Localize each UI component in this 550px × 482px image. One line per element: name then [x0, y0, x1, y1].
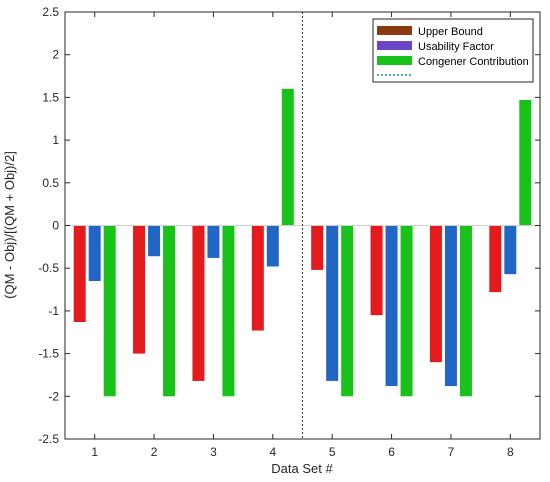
bar-usability-factor-8: [504, 225, 517, 275]
bar-congener-contribution-6: [400, 225, 413, 397]
bar-usability-factor-7: [444, 225, 457, 387]
bars-layer: [73, 88, 532, 397]
x-tick-label: 1: [91, 445, 98, 459]
x-tick-label: 5: [329, 445, 336, 459]
y-tick-label: -1.5: [38, 347, 59, 361]
bar-upper-bound-3: [192, 225, 205, 381]
bar-usability-factor-4: [266, 225, 279, 267]
legend-label: Usability Factor: [418, 41, 494, 53]
x-axis-title: Data Set #: [271, 461, 333, 476]
bar-usability-factor-1: [88, 225, 101, 282]
y-tick-label: -2: [48, 389, 59, 403]
bar-upper-bound-7: [429, 225, 442, 363]
x-tick-label: 8: [507, 445, 514, 459]
x-tick-label: 7: [448, 445, 455, 459]
bar-congener-contribution-4: [281, 88, 294, 226]
x-tick-label: 6: [388, 445, 395, 459]
bar-upper-bound-8: [489, 225, 502, 293]
y-tick-label: 2.5: [42, 5, 59, 19]
y-tick-label: 0.5: [42, 176, 59, 190]
bar-congener-contribution-2: [163, 225, 176, 397]
bar-congener-contribution-1: [103, 225, 116, 397]
bar-upper-bound-1: [73, 225, 86, 323]
bar-upper-bound-6: [370, 225, 383, 316]
legend-swatch: [377, 56, 412, 65]
x-axis: 1 2 3 4 5 6 7 8: [91, 12, 514, 459]
y-axis: -2.5 -2 -1.5 -1 -0.5 0 0.5 1 1.5 2 2.5: [38, 5, 540, 446]
bar-usability-factor-3: [207, 225, 220, 258]
y-axis-title: (QM - Obj)/[(QM + Obj)/2]: [2, 151, 17, 299]
bar-congener-contribution-7: [459, 225, 472, 397]
y-tick-label: 1.5: [42, 90, 59, 104]
y-tick-label: 0: [52, 219, 59, 233]
x-tick-label: 3: [210, 445, 217, 459]
bar-upper-bound-2: [133, 225, 146, 354]
bar-usability-factor-6: [385, 225, 398, 387]
y-tick-label: 1: [52, 133, 59, 147]
legend-label: Congener Contribution: [418, 56, 529, 68]
bar-congener-contribution-8: [519, 99, 532, 226]
legend-label: Upper Bound: [418, 26, 483, 38]
x-tick-label: 2: [151, 445, 158, 459]
bar-upper-bound-4: [251, 225, 264, 331]
bar-usability-factor-2: [148, 225, 161, 257]
bar-upper-bound-5: [311, 225, 324, 270]
y-tick-label: -2.5: [38, 432, 59, 446]
y-tick-label: -0.5: [38, 261, 59, 275]
legend-swatch: [377, 26, 412, 35]
x-tick-label: 4: [269, 445, 276, 459]
legend-swatch: [377, 41, 412, 50]
legend: Upper Bound Usability Factor Congener Cont…: [372, 18, 534, 83]
y-tick-label: 2: [52, 48, 59, 62]
bar-usability-factor-5: [326, 225, 339, 381]
bar-congener-contribution-5: [341, 225, 354, 397]
bar-congener-contribution-3: [222, 225, 235, 397]
y-tick-label: -1: [48, 304, 59, 318]
